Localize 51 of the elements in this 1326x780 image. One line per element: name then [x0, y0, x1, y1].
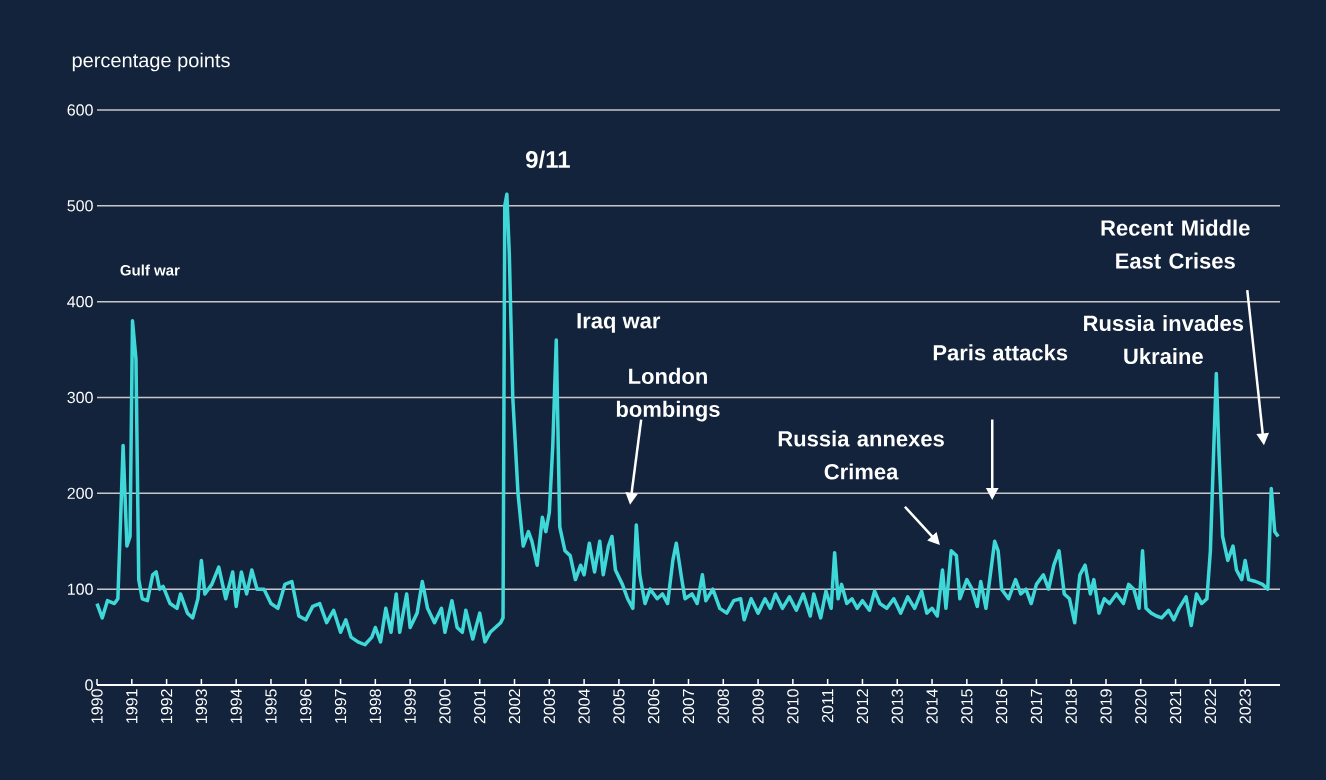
annotation: 9/11	[526, 150, 570, 169]
annotation: Iraq war	[577, 313, 661, 333]
x-tick-label: 1994	[230, 689, 242, 723]
x-tick-label: 1992	[160, 689, 173, 723]
x-tick-label: 2023	[1239, 689, 1251, 724]
y-tick-label: 100	[68, 583, 93, 595]
x-tick-label: 1993	[195, 689, 208, 723]
x-tick-label: 2017	[1030, 689, 1043, 724]
x-tick-label: 1996	[300, 689, 312, 723]
y-axis-title: percentage points	[72, 52, 230, 72]
x-tick-label: 1995	[265, 689, 277, 723]
x-tick-label: 2009	[752, 689, 764, 724]
annotation: London bombings	[616, 367, 720, 422]
x-tick-label: 2001	[474, 689, 486, 724]
x-tick-label: 2006	[648, 689, 660, 724]
x-tick-label: 2016	[995, 689, 1008, 724]
x-tick-label: 2019	[1100, 689, 1112, 724]
x-tick-label: 2002	[508, 689, 521, 724]
x-tick-label: 2014	[926, 689, 938, 724]
x-tick-label: 2012	[856, 689, 869, 724]
x-tick-label: 1997	[334, 689, 347, 723]
x-tick-label: 2011	[822, 689, 834, 723]
x-tick-label: 2003	[543, 689, 555, 724]
x-tick-label: 2010	[787, 689, 799, 724]
x-tick-label: 2007	[682, 689, 695, 724]
x-tick-label: 1990	[91, 689, 103, 723]
y-tick-label: 600	[67, 104, 93, 116]
y-tick-label: 0	[85, 679, 93, 691]
x-tick-label: 2021	[1169, 689, 1182, 724]
annotation: Russia annexes Crimea	[778, 430, 944, 480]
x-tick-label: 2022	[1204, 689, 1217, 724]
x-tick-label: 1991	[126, 689, 138, 723]
x-tick-label: 2005	[613, 689, 625, 724]
y-tick-label: 500	[67, 200, 93, 212]
annotation: Paris attacks	[933, 344, 1068, 361]
x-tick-label: 2008	[717, 689, 729, 724]
x-tick-label: 1999	[404, 689, 416, 723]
x-tick-label: 2004	[578, 689, 590, 724]
annotation: Russia invades Ukraine	[1084, 314, 1244, 365]
x-tick-label: 2018	[1065, 689, 1077, 724]
annotation: Gulf war	[120, 264, 180, 276]
annotation: Recent Middle East Crises	[1101, 219, 1250, 269]
y-tick-label: 300	[67, 391, 93, 404]
y-tick-label: 400	[67, 296, 93, 308]
x-tick-label: 1998	[369, 689, 382, 723]
y-tick-label: 200	[67, 487, 93, 499]
x-tick-label: 2000	[439, 689, 451, 724]
x-tick-label: 2015	[961, 689, 973, 724]
line-series	[95, 192, 1280, 647]
x-tick-label: 2020	[1135, 689, 1147, 724]
x-tick-label: 2013	[891, 689, 903, 724]
